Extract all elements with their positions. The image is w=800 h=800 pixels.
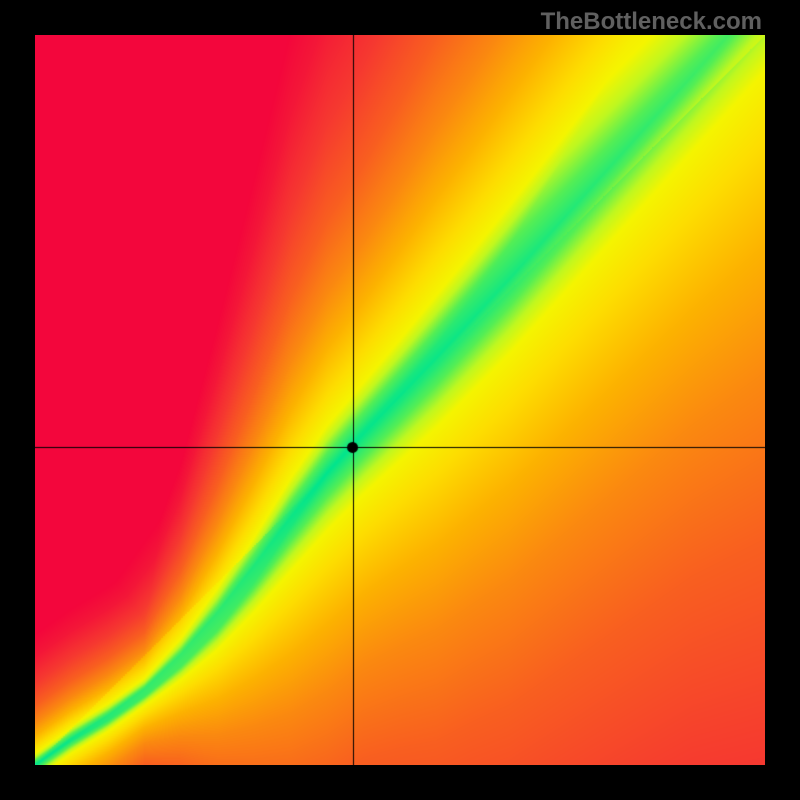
chart-container: TheBottleneck.com: [0, 0, 800, 800]
watermark-text: TheBottleneck.com: [541, 8, 762, 36]
bottleneck-heatmap: [35, 35, 765, 765]
